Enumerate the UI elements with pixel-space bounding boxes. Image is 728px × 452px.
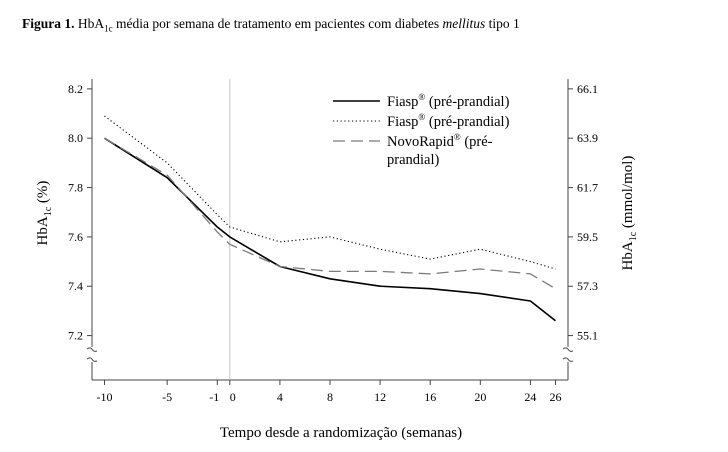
y-tick-label-left: 7.4	[68, 279, 83, 293]
x-tick-label: 4	[277, 390, 283, 404]
y-tick-label-left: 8.2	[68, 82, 83, 96]
x-axis-title: Tempo desde a randomização (semanas)	[220, 425, 462, 441]
caption-text-c: tipo 1	[485, 16, 520, 31]
legend-label-continued: prandial)	[387, 152, 440, 168]
y-tick-label-right: 63.9	[577, 131, 598, 145]
left-axis-break-mark	[86, 357, 98, 362]
right-axis-break-mark	[562, 357, 574, 362]
x-tick-label: 0	[230, 390, 236, 404]
y-axis-title-right: HbA1c (mmol/mol)	[620, 156, 639, 271]
series-line-dotted	[104, 115, 556, 270]
y-tick-label-right: 59.5	[577, 230, 598, 244]
y-tick-label-left: 7.8	[68, 181, 83, 195]
legend: Fiasp® (pré-prandial) Fiasp® (pré-prandia…	[333, 92, 510, 168]
caption-italic: mellitus	[442, 16, 486, 31]
y-tick-label-left: 7.6	[68, 230, 83, 244]
y-tick-label-right: 66.1	[577, 82, 598, 96]
x-tick-label: -10	[97, 390, 113, 404]
y-tick-label-right: 55.1	[577, 329, 598, 343]
x-tick-label: -1	[209, 390, 219, 404]
left-axis-break-mark	[86, 347, 98, 352]
right-axis-break-mark	[562, 347, 574, 352]
x-tick-label: 8	[327, 390, 333, 404]
x-tick-label: -5	[162, 390, 172, 404]
x-tick-label: 16	[424, 390, 436, 404]
legend-label: NovoRapid® (pré-	[387, 132, 493, 150]
caption-subscript: 1c	[104, 23, 113, 34]
y-axis-title-left: HbA1c (%)	[35, 181, 54, 246]
caption-text-b: média por semana de tratamento em pacien…	[112, 16, 443, 31]
x-tick-label: 12	[374, 390, 386, 404]
y-tick-label-right: 57.3	[577, 279, 598, 293]
caption-text-a: HbA	[74, 16, 105, 31]
x-tick-label: 24	[524, 390, 536, 404]
figure-caption: Figura 1. HbA1c média por semana de trat…	[22, 16, 520, 34]
y-tick-label-right: 61.7	[577, 181, 598, 195]
x-tick-label: 26	[549, 390, 561, 404]
caption-label: Figura 1.	[22, 16, 75, 31]
series-line-solid	[104, 137, 556, 322]
legend-label: Fiasp® (pré-prandial)	[387, 92, 510, 110]
x-tick-label: 20	[474, 390, 486, 404]
series-line-dashed	[104, 137, 556, 290]
series-layer	[104, 115, 556, 322]
y-tick-label-left: 7.2	[68, 329, 83, 343]
axes: 8.2 8.0 7.8 7.6 7.4 7.2 66.1 63.9 61.7 59.5 57.3 55…	[68, 79, 598, 404]
y-tick-label-left: 8.0	[68, 131, 83, 145]
legend-label: Fiasp® (pré-prandial)	[387, 112, 510, 130]
